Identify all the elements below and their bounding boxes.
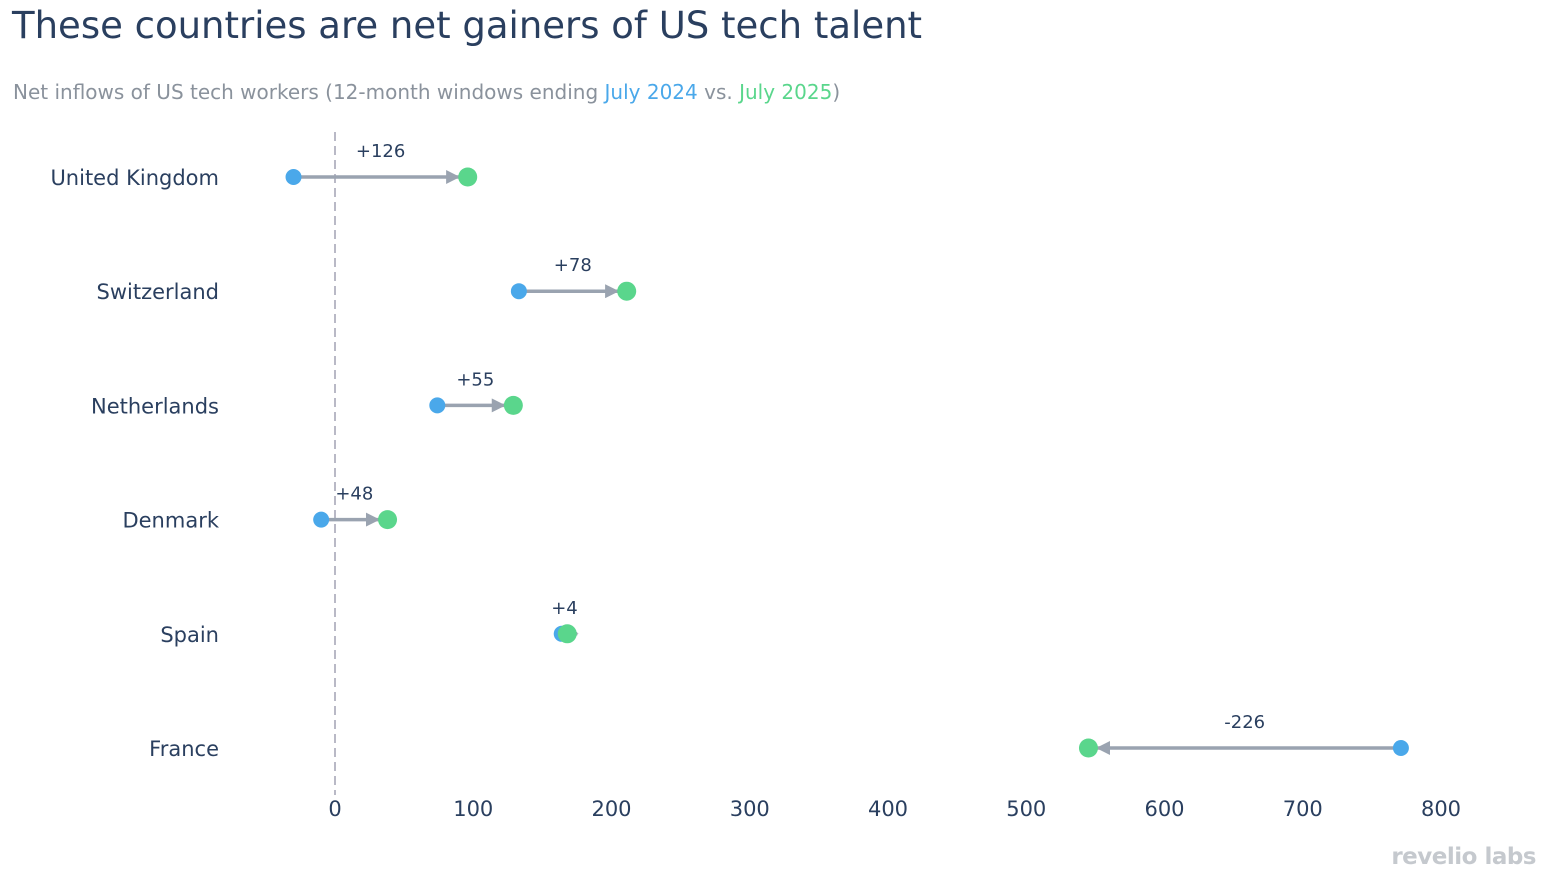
point-july-2025 — [503, 395, 523, 415]
chart-subtitle: Net inflows of US tech workers (12-month… — [13, 80, 840, 104]
point-july-2024 — [285, 169, 302, 185]
x-tick-label: 700 — [1283, 797, 1323, 821]
point-july-2025 — [458, 167, 478, 187]
point-july-2025 — [617, 281, 637, 301]
subtitle-period-2025: July 2025 — [739, 80, 833, 104]
x-tick-label: 500 — [1006, 797, 1046, 821]
x-tick-label: 400 — [868, 797, 908, 821]
x-tick-label: 600 — [1144, 797, 1184, 821]
point-july-2025 — [1078, 738, 1098, 758]
change-label: -226 — [1224, 712, 1265, 733]
change-label: +55 — [456, 369, 494, 390]
x-tick-label: 300 — [730, 797, 770, 821]
change-label: +78 — [554, 255, 592, 276]
change-label: +4 — [551, 598, 578, 619]
change-label: +48 — [335, 484, 373, 505]
subtitle-middle: vs. — [697, 80, 740, 104]
change-label: +126 — [356, 141, 405, 162]
subtitle-period-2024: July 2024 — [604, 80, 698, 104]
subtitle-suffix: ) — [832, 80, 841, 104]
category-label: Netherlands — [91, 394, 219, 418]
category-label: Spain — [160, 623, 219, 647]
x-tick-label: 200 — [591, 797, 631, 821]
point-july-2024 — [429, 397, 446, 414]
point-july-2024 — [1392, 740, 1409, 756]
x-tick-label: 100 — [453, 797, 493, 821]
x-tick-label: 0 — [328, 797, 341, 821]
subtitle-prefix: Net inflows of US tech workers (12-month… — [13, 80, 605, 104]
category-label: Denmark — [122, 509, 219, 533]
category-label: France — [149, 737, 219, 761]
chart-title: These countries are net gainers of US te… — [12, 4, 923, 47]
point-july-2024 — [510, 283, 527, 300]
category-label: Switzerland — [97, 280, 220, 304]
point-july-2025 — [378, 510, 398, 530]
point-july-2024 — [313, 511, 330, 528]
point-july-2025 — [557, 624, 577, 644]
x-tick-label: 800 — [1421, 797, 1461, 821]
category-label: United Kingdom — [50, 166, 219, 190]
revelio-labs-logo: revelio labs — [1391, 844, 1536, 870]
